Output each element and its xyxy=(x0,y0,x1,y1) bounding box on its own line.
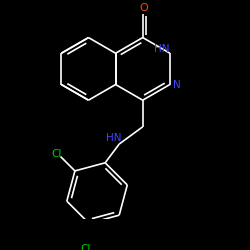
Text: Cl: Cl xyxy=(52,149,62,159)
Text: O: O xyxy=(139,4,148,14)
Text: HN: HN xyxy=(106,133,121,143)
Text: HN: HN xyxy=(154,44,170,54)
Text: N: N xyxy=(173,80,180,90)
Text: Cl: Cl xyxy=(80,244,90,250)
